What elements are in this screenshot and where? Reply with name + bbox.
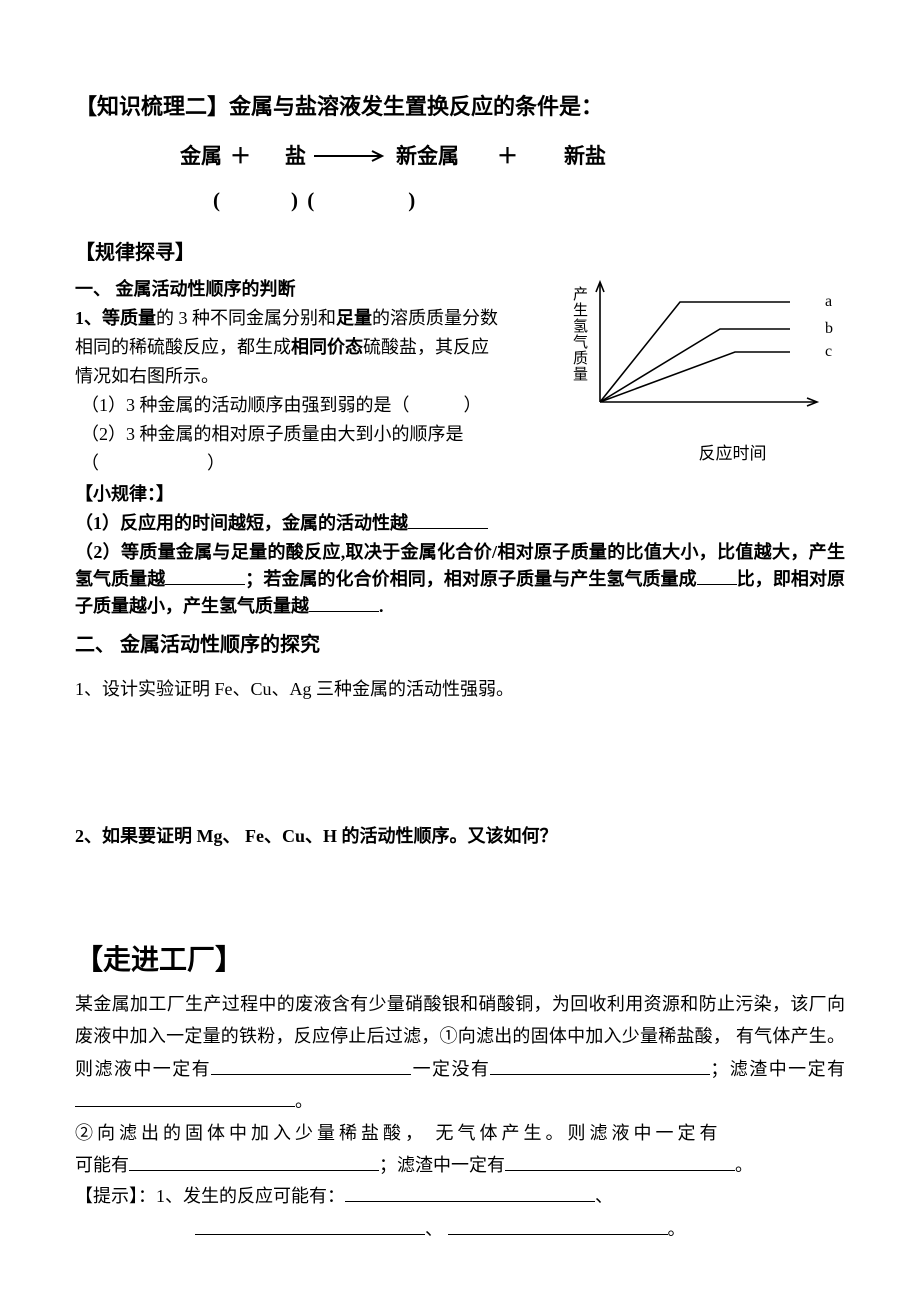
hsep2: 、 — [425, 1219, 443, 1239]
factory-case2-line2: 可能有 ；滤渣中一定有 。 — [75, 1149, 845, 1181]
part1-line3: 情况如右图所示。 — [75, 363, 555, 390]
reaction-chart: 产 生 氢 气 质 量 a b c — [565, 274, 845, 467]
blank-f5[interactable] — [505, 1152, 735, 1171]
p1l2c: 硫酸盐，其反应 — [363, 337, 489, 357]
factory-heading: 【走进工厂】 — [75, 940, 845, 982]
sr2d: . — [379, 596, 384, 616]
series-a-label: a — [825, 293, 832, 310]
small-rule-1: （1）反应用的时间越短，金属的活动性越 — [75, 510, 845, 537]
part1-q2a: （2）3 种金属的相对原子质量由大到小的顺序是 — [81, 421, 555, 448]
factory-intro: 某金属加工厂生产过程中的废液含有少量硝酸银和硝酸铜，为回收利用资源和防止污染，该… — [75, 988, 845, 1118]
chart-svg: 产 生 氢 气 质 量 a b c — [565, 274, 845, 429]
blank-sr2a[interactable] — [165, 566, 245, 585]
p1l2b: 相同价态 — [291, 337, 363, 357]
blank-h1[interactable] — [345, 1183, 595, 1202]
fc2a: ②向滤出的固体中加入少量稀盐酸， 无气体产生。则滤液中一定有 — [75, 1123, 722, 1143]
factory-case2-line1: ②向滤出的固体中加入少量稀盐酸， 无气体产生。则滤液中一定有 — [75, 1120, 845, 1147]
eq-new-metal: 新金属 — [396, 141, 459, 173]
sr1a: （1）反应用的时间越短，金属的活动性越 — [75, 513, 408, 533]
part1-title: 一、 金属活动性顺序的判断 — [75, 276, 555, 303]
fi4: 。 — [295, 1091, 313, 1111]
p1l2a: 相同的稀硫酸反应，都生成 — [75, 337, 291, 357]
factory-hints-cont: 、 。 — [195, 1216, 845, 1243]
document-page: 【知识梳理二】金属与盐溶液发生置换反应的条件是： 金属 ＋ 盐 新金属 ＋ 新盐… — [0, 0, 920, 1305]
fc2c: ；滤渣中一定有 — [379, 1155, 505, 1175]
blank-sr1[interactable] — [408, 510, 488, 529]
hints-label: 【提示】：1、发生的反应可能有： — [75, 1186, 345, 1206]
part2-q2: 2、如果要证明 Mg、 Fe、Cu、H 的活动性顺序。又该如何？ — [75, 823, 845, 850]
part1-text: 一、 金属活动性顺序的判断 1、等质量的 3 种不同金属分别和足量的溶质质量分数… — [75, 274, 555, 479]
chart-x-label: 反应时间 — [620, 441, 845, 467]
fc2b: 可能有 — [75, 1155, 129, 1175]
blank-f4[interactable] — [129, 1152, 379, 1171]
blank-f3[interactable] — [75, 1088, 295, 1107]
part2-title: 二、 金属活动性顺序的探究 — [75, 630, 845, 660]
p1l1a: 1、等质量 — [75, 308, 156, 328]
eq-plus1: ＋ — [230, 141, 251, 173]
section2-title: 【知识梳理二】金属与盐溶液发生置换反应的条件是： — [75, 90, 845, 123]
series-b-label: b — [825, 320, 833, 337]
sr2b: ；若金属的化合价相同，相对原子质量与产生氢气质量成 — [245, 569, 696, 589]
hsep1: 、 — [595, 1186, 613, 1206]
small-rule-2: （2）等质量金属与足量的酸反应,取决于金属化合价/相对原子质量的比值大小，比值越… — [75, 539, 845, 620]
part2-q1: 1、设计实验证明 Fe、Cu、Ag 三种金属的活动性强弱。 — [75, 676, 845, 703]
part1-line1: 1、等质量的 3 种不同金属分别和足量的溶质质量分数 — [75, 305, 555, 332]
p1l1b: 的 3 种不同金属分别和 — [156, 308, 336, 328]
reaction-arrow-icon — [314, 141, 388, 173]
eq-salt: 盐 — [285, 141, 306, 173]
blank-f2[interactable] — [490, 1056, 710, 1075]
fi2: 一定没有 — [411, 1059, 490, 1079]
part1-row: 一、 金属活动性顺序的判断 1、等质量的 3 种不同金属分别和足量的溶质质量分数… — [75, 274, 845, 479]
part1-q2b: （ ） — [81, 450, 555, 477]
rules-heading: 【规律探寻】 — [75, 238, 845, 268]
chart-y-label: 产 生 氢 气 质 量 — [573, 286, 592, 383]
blank-sr2b[interactable] — [697, 566, 737, 585]
series-c-label: c — [825, 343, 832, 360]
blank-f1[interactable] — [211, 1056, 411, 1075]
fi3: ；滤渣中一定有 — [710, 1059, 845, 1079]
blank-h2[interactable] — [195, 1216, 425, 1235]
factory-hints: 【提示】：1、发生的反应可能有： 、 — [75, 1183, 845, 1210]
p1l1d: 的溶质质量分数 — [372, 308, 498, 328]
equation-parens: ( ) ( ) — [213, 185, 845, 217]
blank-h3[interactable] — [448, 1216, 668, 1235]
hend: 。 — [668, 1219, 686, 1239]
eq-plus2: ＋ — [497, 141, 518, 173]
part1-line2: 相同的稀硫酸反应，都生成相同价态硫酸盐，其反应 — [75, 334, 555, 361]
small-rule-heading: 【小规律：】 — [75, 481, 845, 508]
reaction-equation: 金属 ＋ 盐 新金属 ＋ 新盐 — [180, 141, 845, 173]
part1-q1: （1）3 种金属的活动顺序由强到弱的是（ ） — [81, 392, 555, 419]
eq-metal: 金属 — [180, 141, 222, 173]
blank-sr2c[interactable] — [309, 593, 379, 612]
p1l1c: 足量 — [336, 308, 372, 328]
fc2d: 。 — [735, 1155, 753, 1175]
eq-new-salt: 新盐 — [564, 141, 606, 173]
